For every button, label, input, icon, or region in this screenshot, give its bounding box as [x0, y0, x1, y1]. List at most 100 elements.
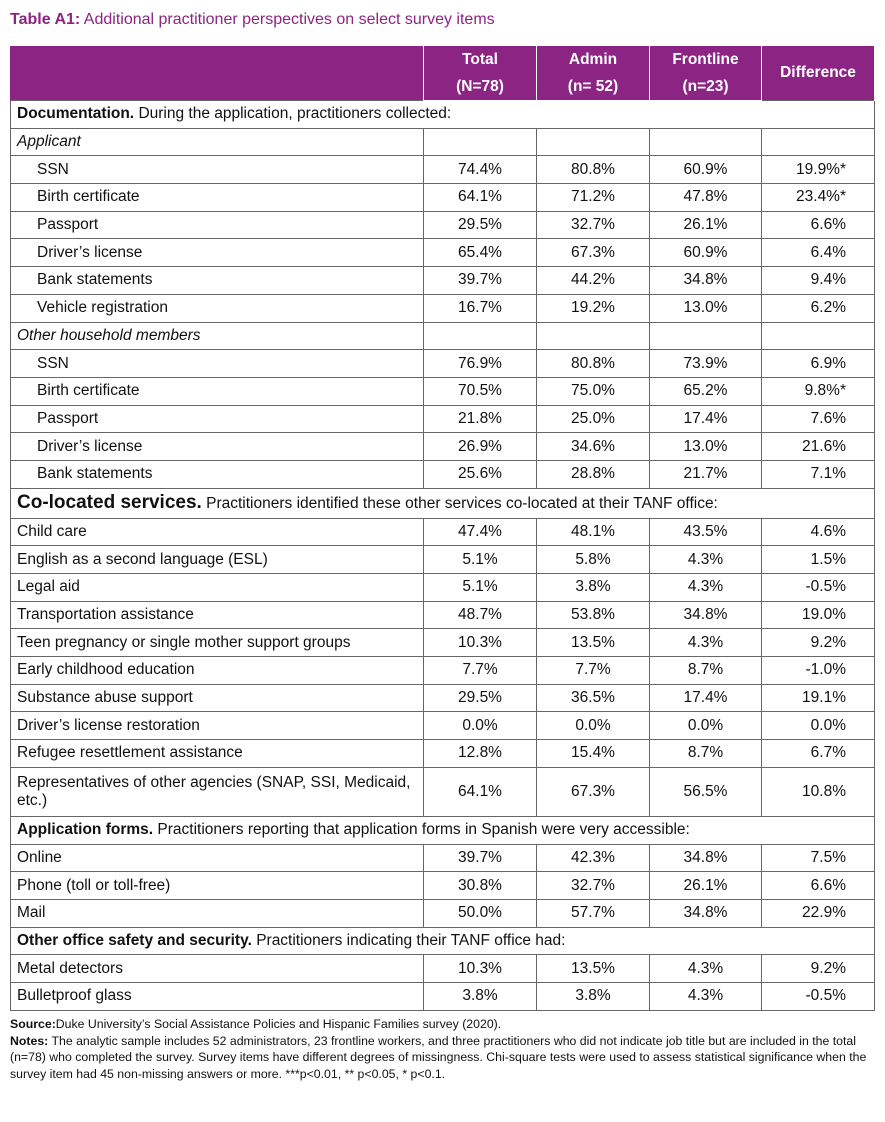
row-label: Driver’s license: [10, 238, 424, 268]
data-row: Child care 47.4% 48.1% 43.5% 4.6%: [10, 517, 875, 547]
value-cell: 48.1%: [536, 517, 650, 547]
value-cell: 34.8%: [649, 843, 762, 873]
value-cell: 9.8%*: [761, 376, 875, 406]
section-row: Application forms. Practitioners reporti…: [10, 815, 875, 845]
value-cell: 5.1%: [423, 545, 537, 574]
value-cell: 32.7%: [536, 210, 650, 240]
column-name: Frontline: [649, 45, 762, 73]
section-heading: Application forms.: [17, 821, 154, 839]
value-cell: 7.6%: [761, 404, 875, 434]
value-cell: 25.0%: [536, 404, 650, 434]
title-label: Table A1:: [10, 11, 81, 28]
value-cell: 0.0%: [423, 711, 537, 741]
value-cell: 44.2%: [536, 266, 650, 295]
row-label: Child care: [10, 517, 424, 547]
row-label: Bulletproof glass: [10, 981, 424, 1011]
data-row: Birth certificate 64.1% 71.2% 47.8% 23.4%*: [10, 183, 875, 212]
section-heading: Co-located services.: [17, 491, 202, 513]
row-label: Driver’s license restoration: [10, 711, 424, 741]
value-cell: 4.3%: [649, 954, 762, 983]
column-n: (n= 52): [536, 73, 650, 101]
row-label: Representatives of other agencies (SNAP,…: [10, 766, 424, 817]
section-cell: Other office safety and security. Practi…: [10, 926, 875, 956]
row-label: Vehicle registration: [10, 293, 424, 323]
value-cell: 10.8%: [761, 766, 875, 817]
value-cell: 30.8%: [423, 871, 537, 900]
section-cell: Documentation. During the application, p…: [10, 100, 875, 129]
empty-cell: [649, 321, 762, 351]
value-cell: 65.4%: [423, 238, 537, 268]
value-cell: 53.8%: [536, 600, 650, 630]
value-cell: 70.5%: [423, 376, 537, 406]
row-label: Substance abuse support: [10, 683, 424, 713]
value-cell: 17.4%: [649, 683, 762, 713]
subgroup-label: Applicant: [10, 127, 424, 157]
empty-cell: [649, 127, 762, 157]
value-cell: 21.6%: [761, 432, 875, 461]
value-cell: 64.1%: [423, 766, 537, 817]
value-cell: 67.3%: [536, 238, 650, 268]
value-cell: 65.2%: [649, 376, 762, 406]
value-cell: 4.3%: [649, 981, 762, 1011]
row-label: Phone (toll or toll-free): [10, 871, 424, 900]
value-cell: 73.9%: [649, 349, 762, 378]
value-cell: 0.0%: [761, 711, 875, 741]
header-cell: [10, 45, 424, 101]
row-label: Birth certificate: [10, 376, 424, 406]
value-cell: 71.2%: [536, 183, 650, 212]
value-cell: 6.6%: [761, 871, 875, 900]
value-cell: 19.2%: [536, 293, 650, 323]
value-cell: 19.9%*: [761, 155, 875, 185]
value-cell: 10.3%: [423, 954, 537, 983]
column-n: (N=78): [423, 73, 537, 101]
value-cell: 3.8%: [423, 981, 537, 1011]
data-row: SSN 74.4% 80.8% 60.9% 19.9%*: [10, 155, 875, 185]
value-cell: 34.8%: [649, 600, 762, 630]
value-cell: 80.8%: [536, 155, 650, 185]
value-cell: 60.9%: [649, 155, 762, 185]
row-label: SSN: [10, 155, 424, 185]
data-row: Teen pregnancy or single mother support …: [10, 628, 875, 658]
source-label: Source:: [10, 1017, 56, 1031]
value-cell: 5.8%: [536, 545, 650, 574]
value-cell: 13.0%: [649, 293, 762, 323]
table-body: Documentation. During the application, p…: [10, 100, 875, 1011]
row-label: Passport: [10, 404, 424, 434]
value-cell: 80.8%: [536, 349, 650, 378]
row-label: Metal detectors: [10, 954, 424, 983]
section-row: Other office safety and security. Practi…: [10, 926, 875, 956]
section-cell: Co-located services. Practitioners ident…: [10, 487, 875, 519]
empty-cell: [423, 127, 537, 157]
value-cell: 34.8%: [649, 266, 762, 295]
data-row: Metal detectors 10.3% 13.5% 4.3% 9.2%: [10, 954, 875, 983]
section-description: Practitioners reporting that application…: [157, 821, 690, 839]
value-cell: 7.1%: [761, 459, 875, 489]
value-cell: 4.3%: [649, 545, 762, 574]
data-row: Substance abuse support 29.5% 36.5% 17.4% 19…: [10, 683, 875, 713]
row-label: Driver’s license: [10, 432, 424, 461]
section-description: Practitioners indicating their TANF offi…: [256, 931, 566, 949]
value-cell: 10.3%: [423, 628, 537, 658]
value-cell: 0.0%: [649, 711, 762, 741]
value-cell: 5.1%: [423, 573, 537, 602]
empty-cell: [761, 321, 875, 351]
empty-cell: [423, 321, 537, 351]
value-cell: -0.5%: [761, 573, 875, 602]
value-cell: 22.9%: [761, 898, 875, 928]
value-cell: 7.7%: [423, 656, 537, 685]
data-row: Early childhood education 7.7% 7.7% 8.7% -1.…: [10, 656, 875, 685]
column-name: Difference: [761, 45, 875, 101]
value-cell: 4.3%: [649, 628, 762, 658]
data-row: Driver’s license 26.9% 34.6% 13.0% 21.6%: [10, 432, 875, 461]
value-cell: 29.5%: [423, 683, 537, 713]
value-cell: 13.5%: [536, 954, 650, 983]
row-label: Bank statements: [10, 266, 424, 295]
table-title: Table A1: Additional practitioner perspe…: [10, 11, 495, 29]
value-cell: 17.4%: [649, 404, 762, 434]
value-cell: -1.0%: [761, 656, 875, 685]
source-text: Duke University’s Social Assistance Poli…: [55, 1017, 502, 1031]
value-cell: 34.6%: [536, 432, 650, 461]
data-row: Transportation assistance 48.7% 53.8% 34.8%…: [10, 600, 875, 630]
data-row: Legal aid 5.1% 3.8% 4.3% -0.5%: [10, 573, 875, 602]
